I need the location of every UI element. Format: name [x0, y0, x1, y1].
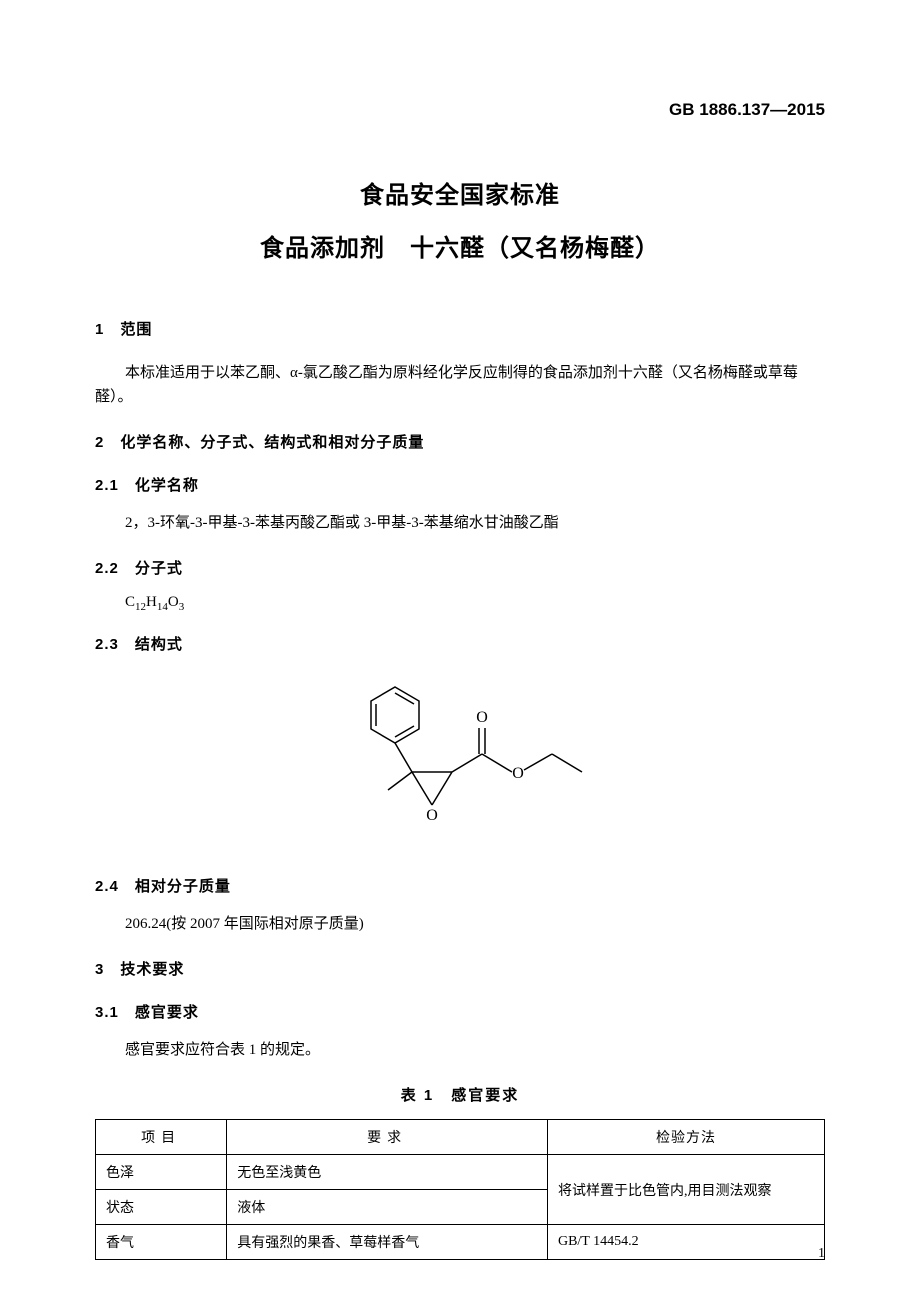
- formula-3: 3: [179, 601, 185, 613]
- sub-title: 食品添加剂 十六醛（又名杨梅醛）: [95, 228, 825, 263]
- section-1-body: 本标准适用于以苯乙酮、α-氯乙酸乙酯为原料经化学反应制得的食品添加剂十六醛（又名…: [95, 361, 825, 409]
- section-2-4-body: 206.24(按 2007 年国际相对原子质量): [95, 912, 825, 936]
- formula-c: C: [125, 594, 135, 610]
- formula-h: H: [146, 594, 157, 610]
- section-3-1-body: 感官要求应符合表 1 的规定。: [95, 1038, 825, 1062]
- cell-item-0: 色泽: [96, 1155, 227, 1190]
- section-2-heading: 2 化学名称、分子式、结构式和相对分子质量: [95, 431, 825, 452]
- section-2-1-body: 2，3-环氧-3-甲基-3-苯基丙酸乙酯或 3-甲基-3-苯基缩水甘油酸乙酯: [95, 511, 825, 535]
- standard-code: GB 1886.137—2015: [95, 100, 825, 120]
- structure-o-carbonyl: O: [476, 709, 488, 726]
- requirements-table: 项目 要求 检验方法 色泽 无色至浅黄色 将试样置于比色管内,用目测法观察 状态…: [95, 1119, 825, 1260]
- cell-req-2: 具有强烈的果香、草莓样香气: [227, 1225, 548, 1260]
- cell-method-merged: 将试样置于比色管内,用目测法观察: [547, 1155, 824, 1225]
- main-title: 食品安全国家标准: [95, 175, 825, 210]
- section-2-1-heading: 2.1 化学名称: [95, 474, 825, 495]
- structure-o-epoxide: O: [426, 807, 438, 824]
- cell-req-1: 液体: [227, 1190, 548, 1225]
- page-number: 1: [818, 1246, 825, 1262]
- section-2-4-heading: 2.4 相对分子质量: [95, 875, 825, 896]
- formula-14: 14: [157, 601, 168, 613]
- molecular-formula: C12H14O3: [95, 594, 825, 613]
- table-1-caption: 表 1 感官要求: [95, 1084, 825, 1105]
- section-2-2-heading: 2.2 分子式: [95, 557, 825, 578]
- chemical-structure-diagram: O O O: [95, 670, 825, 845]
- table-header-method: 检验方法: [547, 1120, 824, 1155]
- table-header-requirement: 要求: [227, 1120, 548, 1155]
- structure-o-ester: O: [512, 765, 524, 782]
- cell-item-1: 状态: [96, 1190, 227, 1225]
- cell-method-2: GB/T 14454.2: [547, 1225, 824, 1260]
- cell-item-2: 香气: [96, 1225, 227, 1260]
- section-2-3-heading: 2.3 结构式: [95, 633, 825, 654]
- section-1-heading: 1 范围: [95, 318, 825, 339]
- table-header-row: 项目 要求 检验方法: [96, 1120, 825, 1155]
- formula-12: 12: [135, 601, 146, 613]
- cell-req-0: 无色至浅黄色: [227, 1155, 548, 1190]
- structure-svg: O O O: [320, 670, 600, 840]
- table-row: 香气 具有强烈的果香、草莓样香气 GB/T 14454.2: [96, 1225, 825, 1260]
- table-row: 色泽 无色至浅黄色 将试样置于比色管内,用目测法观察: [96, 1155, 825, 1190]
- section-3-1-heading: 3.1 感官要求: [95, 1001, 825, 1022]
- formula-o: O: [168, 594, 179, 610]
- table-header-item: 项目: [96, 1120, 227, 1155]
- section-3-heading: 3 技术要求: [95, 958, 825, 979]
